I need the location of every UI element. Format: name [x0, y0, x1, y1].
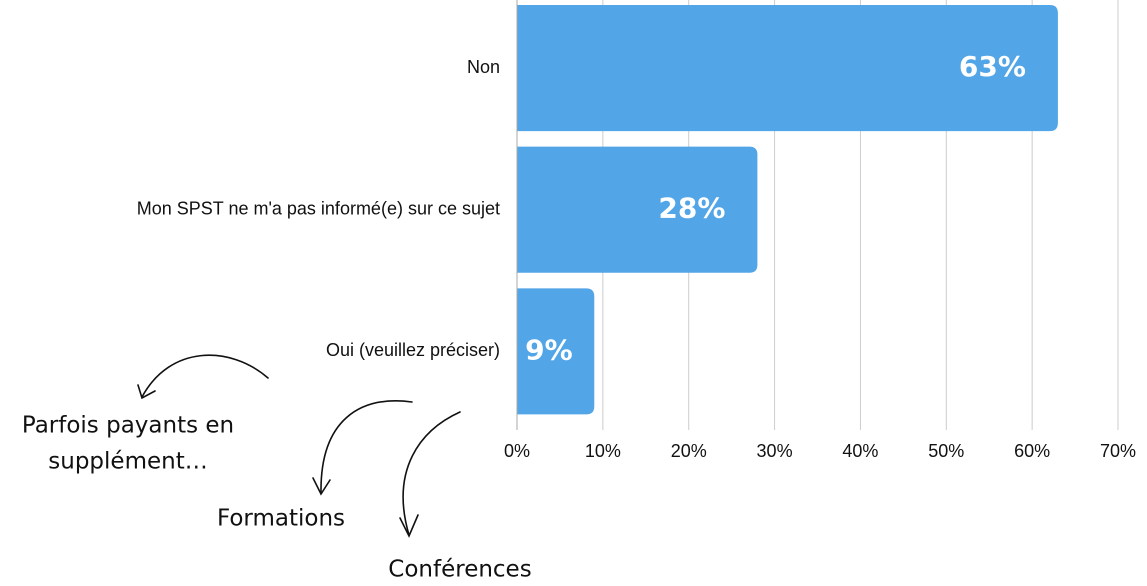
annotation: Conférences	[388, 557, 531, 583]
annotation: Parfois payants en	[22, 413, 234, 439]
x-tick-label: 30%	[757, 441, 793, 461]
arrows	[137, 354, 461, 538]
x-tick-label: 60%	[1014, 441, 1050, 461]
x-tick-label: 70%	[1100, 441, 1136, 461]
y-tick-label: Non	[467, 57, 500, 77]
y-tick-label: Mon SPST ne m'a pas informé(e) sur ce su…	[137, 198, 500, 218]
bar	[517, 146, 758, 273]
value-label: 28%	[658, 192, 725, 225]
annotation: Formations	[217, 506, 345, 532]
x-tick-label: 0%	[504, 441, 530, 461]
y-tick-label: Oui (veuillez préciser)	[326, 340, 500, 360]
bar	[517, 288, 595, 415]
annotation: supplément…	[48, 449, 207, 475]
x-tick-label: 50%	[928, 441, 964, 461]
value-label: 63%	[959, 50, 1026, 83]
x-tick-label: 10%	[585, 441, 621, 461]
x-tick-label: 40%	[842, 441, 878, 461]
value-label: 9%	[525, 333, 573, 366]
x-tick-label: 20%	[671, 441, 707, 461]
bar	[517, 5, 1058, 132]
